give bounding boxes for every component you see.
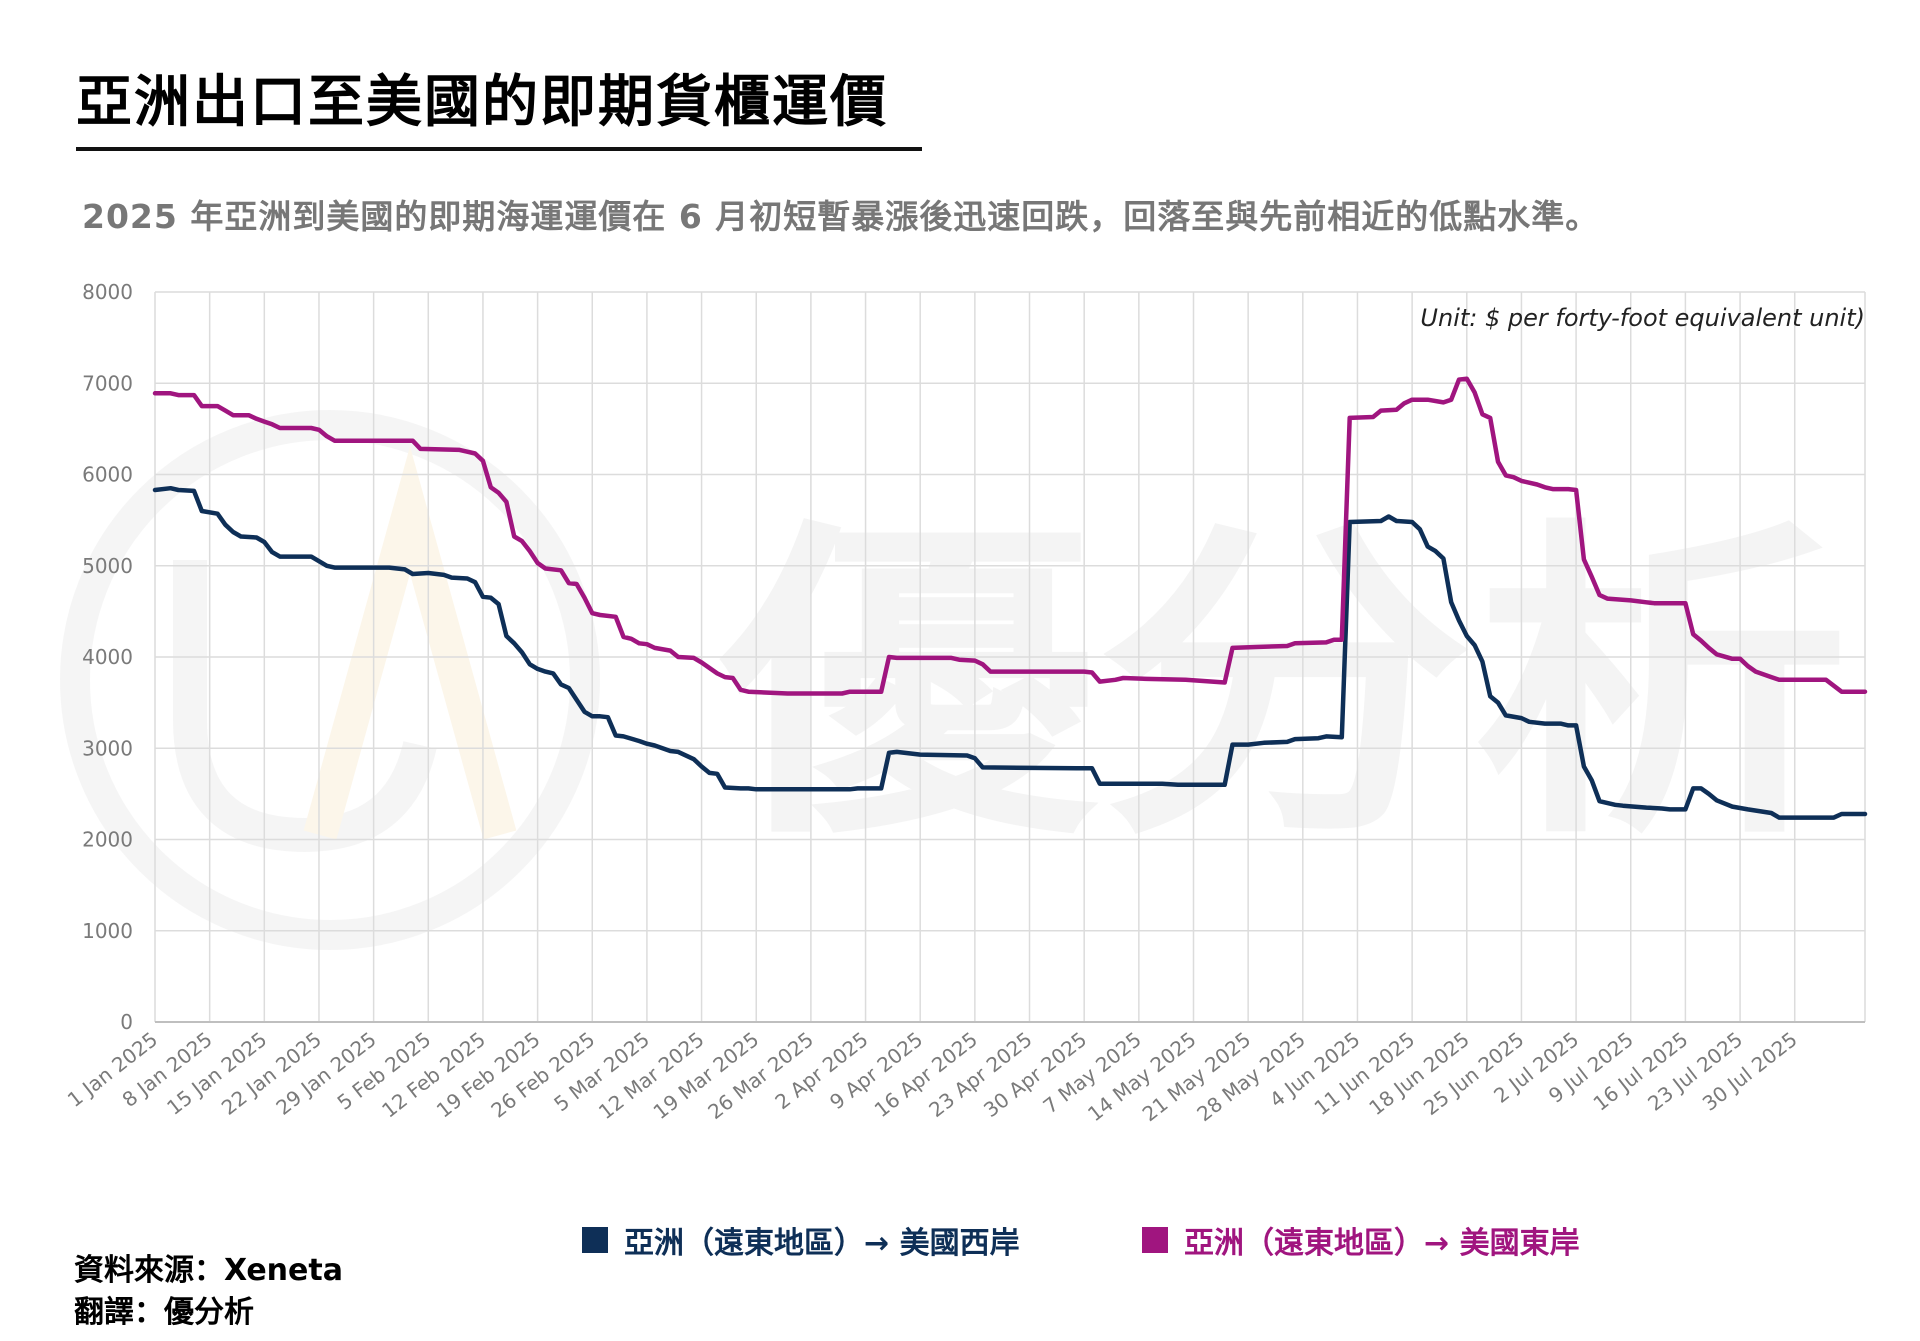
legend-swatch-west-coast bbox=[582, 1227, 608, 1253]
y-tick-label: 0 bbox=[120, 1010, 133, 1034]
legend-item-east-coast: 亞洲（遠東地區）→ 美國東岸 bbox=[1142, 1218, 1580, 1262]
page-title: 亞洲出口至美國的即期貨櫃運價 bbox=[76, 70, 888, 135]
title-underline bbox=[76, 147, 922, 151]
page-subtitle: 2025 年亞洲到美國的即期海運運價在 6 月初短暫暴漲後迅速回跌，回落至與先前… bbox=[82, 197, 1600, 236]
y-tick-label: 7000 bbox=[82, 371, 133, 395]
series-layer bbox=[152, 376, 1868, 820]
watermark-logo: 優分析 bbox=[60, 410, 1850, 950]
legend-item-west-coast: 亞洲（遠東地區）→ 美國西岸 bbox=[582, 1218, 1020, 1262]
translation-note: 翻譯：優分析 bbox=[74, 1295, 254, 1330]
y-tick-label: 6000 bbox=[82, 463, 133, 487]
series-line-east-coast bbox=[152, 376, 1868, 696]
source-note: 資料來源：Xeneta bbox=[74, 1253, 343, 1288]
legend-label-west-coast: 亞洲（遠東地區）→ 美國西岸 bbox=[624, 1226, 1020, 1261]
legend-label-east-coast: 亞洲（遠東地區）→ 美國東岸 bbox=[1184, 1226, 1580, 1261]
y-tick-label: 2000 bbox=[82, 828, 133, 852]
legend-swatch-east-coast bbox=[1142, 1227, 1168, 1253]
y-tick-label: 1000 bbox=[82, 919, 133, 943]
y-tick-label: 4000 bbox=[82, 645, 133, 669]
unit-note: Unit: $ per forty-foot equivalent unit) bbox=[1420, 304, 1865, 332]
watermark-text: 優分析 bbox=[714, 494, 1850, 878]
series-line-west-coast bbox=[152, 485, 1868, 820]
y-tick-label: 3000 bbox=[82, 736, 133, 760]
y-tick-label: 8000 bbox=[82, 280, 133, 304]
y-axis: 0 1000 2000 3000 4000 5000 6000 7000 8000 bbox=[82, 280, 133, 1034]
y-tick-label: 5000 bbox=[82, 554, 133, 578]
